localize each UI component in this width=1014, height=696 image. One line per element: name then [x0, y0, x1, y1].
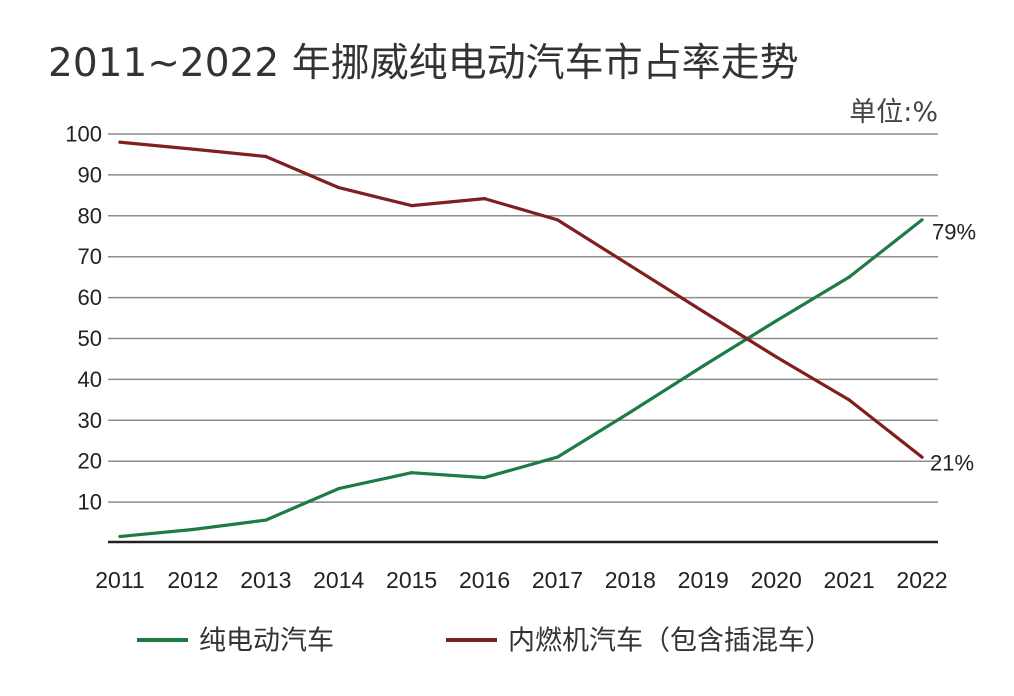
data-point-bev-2011: [118, 534, 122, 539]
data-point-bev-2022: [920, 218, 924, 222]
data-point-ice-2012: [191, 147, 195, 151]
y-tick-label-30: 30: [78, 408, 102, 433]
unit-label: 单位:%: [849, 97, 938, 128]
x-tick-label-2019: 2019: [678, 567, 729, 593]
data-point-ice-2017: [555, 218, 560, 222]
x-tick-label-2018: 2018: [605, 567, 656, 593]
data-point-ice-2021: [847, 398, 851, 402]
x-tick-label-2014: 2014: [313, 567, 364, 593]
end-label-bev: 79%: [932, 219, 976, 244]
data-point-ice-2020: [774, 355, 778, 359]
y-axis-labels: 100 90 80 70 60 50 40 30 20 10: [65, 122, 102, 515]
data-point-ice-2022: [920, 455, 924, 459]
x-tick-label-2015: 2015: [386, 567, 437, 593]
y-tick-label-50: 50: [78, 326, 102, 351]
data-point-bev-2014: [337, 487, 341, 491]
data-point-bev-2021: [847, 275, 851, 279]
data-point-ice-2014: [337, 185, 341, 190]
data-point-ice-2015: [410, 203, 414, 208]
chart-title: 2011~2022 年挪威纯电动汽车市占率走势: [48, 41, 799, 86]
data-point-bev-2015: [410, 471, 414, 475]
gridlines: [108, 133, 938, 503]
end-label-ice: 21%: [930, 451, 974, 476]
legend: 纯电动汽车 内燃机汽车（包含插混车）: [137, 626, 832, 657]
y-tick-label-80: 80: [78, 203, 102, 228]
legend-item-ice: 内燃机汽车（包含插混车）: [446, 626, 832, 657]
legend-label-ice: 内燃机汽车（包含插混车）: [508, 626, 832, 657]
data-point-bev-2012: [191, 527, 195, 532]
x-tick-label-2012: 2012: [167, 567, 218, 593]
y-tick-label-60: 60: [78, 285, 102, 310]
legend-label-bev: 纯电动汽车: [199, 626, 334, 657]
series-line-ice: [118, 140, 924, 459]
data-point-bev-2013: [264, 518, 268, 522]
y-tick-label-90: 90: [78, 162, 102, 187]
data-point-bev-2019: [701, 364, 705, 368]
x-tick-label-2020: 2020: [751, 567, 802, 593]
x-tick-label-2021: 2021: [824, 567, 875, 593]
data-point-bev-2018: [628, 410, 632, 414]
y-tick-label-20: 20: [78, 449, 102, 474]
y-tick-label-70: 70: [78, 244, 102, 269]
x-tick-label-2016: 2016: [459, 567, 510, 593]
x-tick-label-2013: 2013: [240, 567, 291, 593]
data-point-ice-2018: [628, 264, 632, 268]
y-tick-label-100: 100: [65, 122, 102, 147]
data-point-ice-2013: [264, 154, 268, 159]
series-ice: 21%: [118, 140, 974, 476]
x-tick-label-2017: 2017: [532, 567, 583, 593]
x-tick-label-2011: 2011: [95, 567, 144, 593]
x-tick-label-2022: 2022: [896, 567, 947, 593]
x-axis-labels: 2011 2012 2013 2014 2015 2016 2017 2018 2019 2020…: [95, 567, 947, 593]
series-line-bev: [118, 218, 924, 539]
y-tick-label-10: 10: [78, 490, 102, 515]
legend-item-bev: 纯电动汽车: [137, 626, 334, 657]
data-point-bev-2017: [555, 455, 560, 459]
data-point-bev-2020: [774, 319, 778, 323]
data-point-ice-2019: [701, 309, 705, 314]
series-bev: 79%: [118, 218, 976, 539]
y-tick-label-40: 40: [78, 367, 102, 392]
data-point-bev-2016: [482, 475, 487, 480]
data-point-ice-2016: [482, 197, 487, 201]
data-point-ice-2011: [118, 140, 122, 144]
